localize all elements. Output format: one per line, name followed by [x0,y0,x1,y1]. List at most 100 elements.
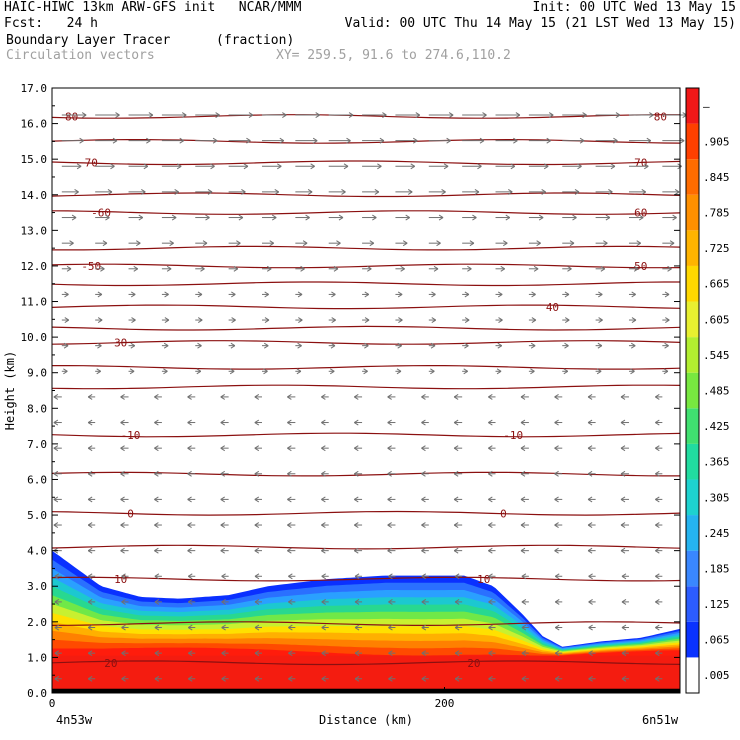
y-tick-label: 0.0 [27,687,47,700]
circulation-vector-head [120,547,125,554]
circulation-vector-head [64,291,69,298]
circulation-vector-head [454,650,460,657]
y-tick-label: 14.0 [21,189,48,202]
circulation-vector-head [254,419,260,426]
circulation-vector-head [398,317,403,323]
circulation-vector-head [254,675,260,682]
circulation-vector-head [402,240,408,247]
circulation-vector-head [221,624,226,631]
circulation-vector-head [467,265,472,272]
circulation-vector-head [338,214,344,221]
circulation-vector-head [431,317,437,323]
circulation-vector-head [521,598,527,605]
circulation-vector-head [207,188,213,195]
isotherm-label: 70 [85,157,98,170]
circulation-vector-head [521,650,527,657]
circulation-vector-head [421,624,427,631]
circulation-vector-head [587,496,593,503]
circulation-vector-head [187,573,193,580]
circulation-vector-head [631,291,636,298]
circulation-vector-head [488,445,493,452]
circulation-vector-head [354,573,360,580]
circulation-vector-head [672,214,677,221]
circulation-vector-head [343,163,349,170]
circulation-vector-head [87,496,93,503]
circulation-vector-head [297,291,303,298]
circulation-vector-head [587,393,593,400]
circulation-vector-head [644,163,649,170]
isotherm-label: 50 [634,260,647,273]
isotherm-line [51,263,681,269]
circulation-vector-head [496,368,502,375]
circulation-vector-head [87,393,93,400]
circulation-vector-head [655,522,660,528]
circulation-vector-head [667,265,672,272]
circulation-vector-head [387,419,392,426]
circulation-vector-head [598,291,603,298]
forecast-hour: Fcst: 24 h [4,16,98,31]
circulation-vector-head [453,419,459,426]
circulation-vector-head [577,163,582,170]
circulation-vector-head [513,137,518,144]
circulation-vector-head [520,419,526,426]
circulation-vector-head [154,496,159,503]
circulation-vector-head [354,445,359,452]
circulation-vector-head [453,522,459,528]
circulation-vector-head [166,265,172,272]
circulation-vector-head [187,496,192,503]
colorbar-swatch [686,408,699,444]
circulation-vector-head [287,419,292,426]
circulation-vector-head [563,368,569,375]
circulation-vector-head [431,291,436,298]
circulation-vector-head [472,214,477,221]
circulation-vector-head [346,137,351,144]
circulation-vector-head [254,598,260,605]
isotherm-line [51,544,681,550]
colorbar-label: .425 [703,420,730,433]
circulation-vector-head [520,496,526,503]
valid-time: Valid: 00 UTC Thu 14 May 15 (21 LST Wed … [344,16,736,31]
colorbar-label: .305 [703,491,730,504]
circulation-vector-head [572,214,577,221]
circulation-vector-head [636,240,641,247]
circulation-vector-head [187,598,193,605]
colorbar-swatch [686,265,699,302]
circulation-vector-head [488,650,493,657]
circulation-vector-head [674,188,680,195]
circulation-vector-head [115,112,120,118]
circulation-vector-head [196,368,202,375]
colorbar-label: .845 [703,171,730,184]
circulation-vector-head [130,291,136,298]
circulation-vector-head [621,675,627,682]
circulation-vector-head [379,137,385,144]
circulation-vector-head [633,265,639,272]
circulation-vector-head [230,342,236,349]
circulation-vector-head [400,265,405,272]
circulation-vector-head [388,675,393,682]
circulation-vector-head [321,522,326,528]
circulation-vector-head [53,522,59,528]
circulation-vector-head [121,624,126,631]
circulation-vector-head [453,445,459,452]
colorbar-swatch [686,230,699,266]
circulation-vector-head [87,522,93,528]
circulation-vector-head [421,445,426,452]
circulation-vector-head [538,214,544,221]
circulation-vector-head [554,573,560,580]
circulation-vector-head [187,393,192,400]
circulation-vector-head [574,188,580,195]
circulation-vector-head [321,650,326,657]
circulation-vector-head [608,188,613,195]
circulation-vector-head [187,624,193,631]
circulation-vector-head [388,650,393,657]
circulation-vector-head [655,419,660,426]
y-tick-label: 15.0 [21,153,48,166]
circulation-vector-head [488,496,493,503]
circulation-vector-head [464,291,470,298]
circulation-vector-head [164,317,170,323]
circulation-vector-head [288,598,293,605]
circulation-vector-head [530,342,536,349]
colorbar-label: .245 [703,527,730,540]
circulation-vector-head [220,522,225,528]
circulation-vector-head [287,470,292,477]
